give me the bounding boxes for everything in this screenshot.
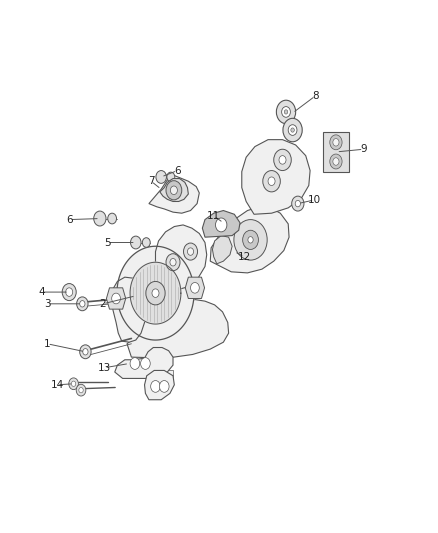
Text: 8: 8	[312, 91, 319, 101]
Circle shape	[279, 156, 286, 164]
Polygon shape	[202, 211, 240, 237]
Circle shape	[69, 378, 78, 390]
Polygon shape	[117, 246, 194, 340]
Circle shape	[291, 128, 294, 132]
Circle shape	[80, 301, 85, 307]
Text: 2: 2	[99, 299, 106, 309]
Polygon shape	[130, 262, 181, 324]
Circle shape	[215, 218, 227, 232]
Circle shape	[79, 387, 83, 393]
Circle shape	[71, 381, 76, 386]
Circle shape	[295, 200, 300, 207]
Circle shape	[167, 172, 175, 182]
Circle shape	[130, 358, 140, 369]
Polygon shape	[212, 236, 232, 264]
Circle shape	[243, 230, 258, 249]
Circle shape	[284, 110, 288, 114]
Circle shape	[263, 171, 280, 192]
Polygon shape	[106, 288, 126, 309]
Text: 5: 5	[104, 238, 111, 247]
Circle shape	[184, 243, 198, 260]
Text: 4: 4	[38, 287, 45, 297]
Circle shape	[77, 297, 88, 311]
Text: 1: 1	[44, 339, 51, 349]
Text: 3: 3	[44, 299, 51, 309]
Circle shape	[94, 211, 106, 226]
Circle shape	[170, 259, 176, 266]
Circle shape	[248, 237, 253, 243]
Circle shape	[276, 100, 296, 124]
Circle shape	[146, 281, 165, 305]
Polygon shape	[148, 370, 173, 378]
Circle shape	[234, 220, 267, 260]
Circle shape	[141, 358, 150, 369]
Circle shape	[151, 381, 160, 392]
Circle shape	[83, 349, 88, 355]
Circle shape	[166, 254, 180, 271]
Circle shape	[159, 381, 169, 392]
Polygon shape	[115, 348, 173, 378]
Circle shape	[288, 125, 297, 135]
Circle shape	[292, 196, 304, 211]
Circle shape	[333, 158, 339, 165]
Circle shape	[330, 135, 342, 150]
Text: 7: 7	[148, 176, 155, 186]
Polygon shape	[145, 370, 174, 400]
Polygon shape	[185, 277, 205, 298]
Circle shape	[268, 177, 275, 185]
Circle shape	[282, 107, 290, 117]
Circle shape	[152, 289, 159, 297]
Circle shape	[166, 181, 182, 200]
Circle shape	[333, 139, 339, 146]
Polygon shape	[210, 207, 289, 273]
Polygon shape	[323, 132, 349, 172]
Text: 6: 6	[174, 166, 181, 175]
Circle shape	[142, 238, 150, 247]
Circle shape	[112, 293, 120, 304]
Polygon shape	[160, 179, 188, 201]
Circle shape	[191, 282, 199, 293]
Circle shape	[274, 149, 291, 171]
Circle shape	[131, 236, 141, 249]
Circle shape	[76, 384, 86, 396]
Circle shape	[156, 171, 166, 183]
Text: 10: 10	[308, 195, 321, 205]
Polygon shape	[127, 300, 229, 358]
Circle shape	[170, 186, 177, 195]
Circle shape	[66, 288, 73, 296]
Polygon shape	[112, 277, 145, 342]
Circle shape	[80, 345, 91, 359]
Text: 13: 13	[98, 363, 111, 373]
Circle shape	[187, 248, 194, 255]
Polygon shape	[149, 175, 199, 213]
Polygon shape	[242, 140, 310, 214]
Polygon shape	[155, 225, 207, 290]
Text: 14: 14	[50, 380, 64, 390]
Circle shape	[283, 118, 302, 142]
Text: 12: 12	[238, 252, 251, 262]
Text: 9: 9	[360, 144, 367, 154]
Circle shape	[108, 213, 117, 224]
Text: 11: 11	[207, 211, 220, 221]
Circle shape	[330, 154, 342, 169]
Text: 6: 6	[66, 215, 73, 224]
Circle shape	[62, 284, 76, 301]
